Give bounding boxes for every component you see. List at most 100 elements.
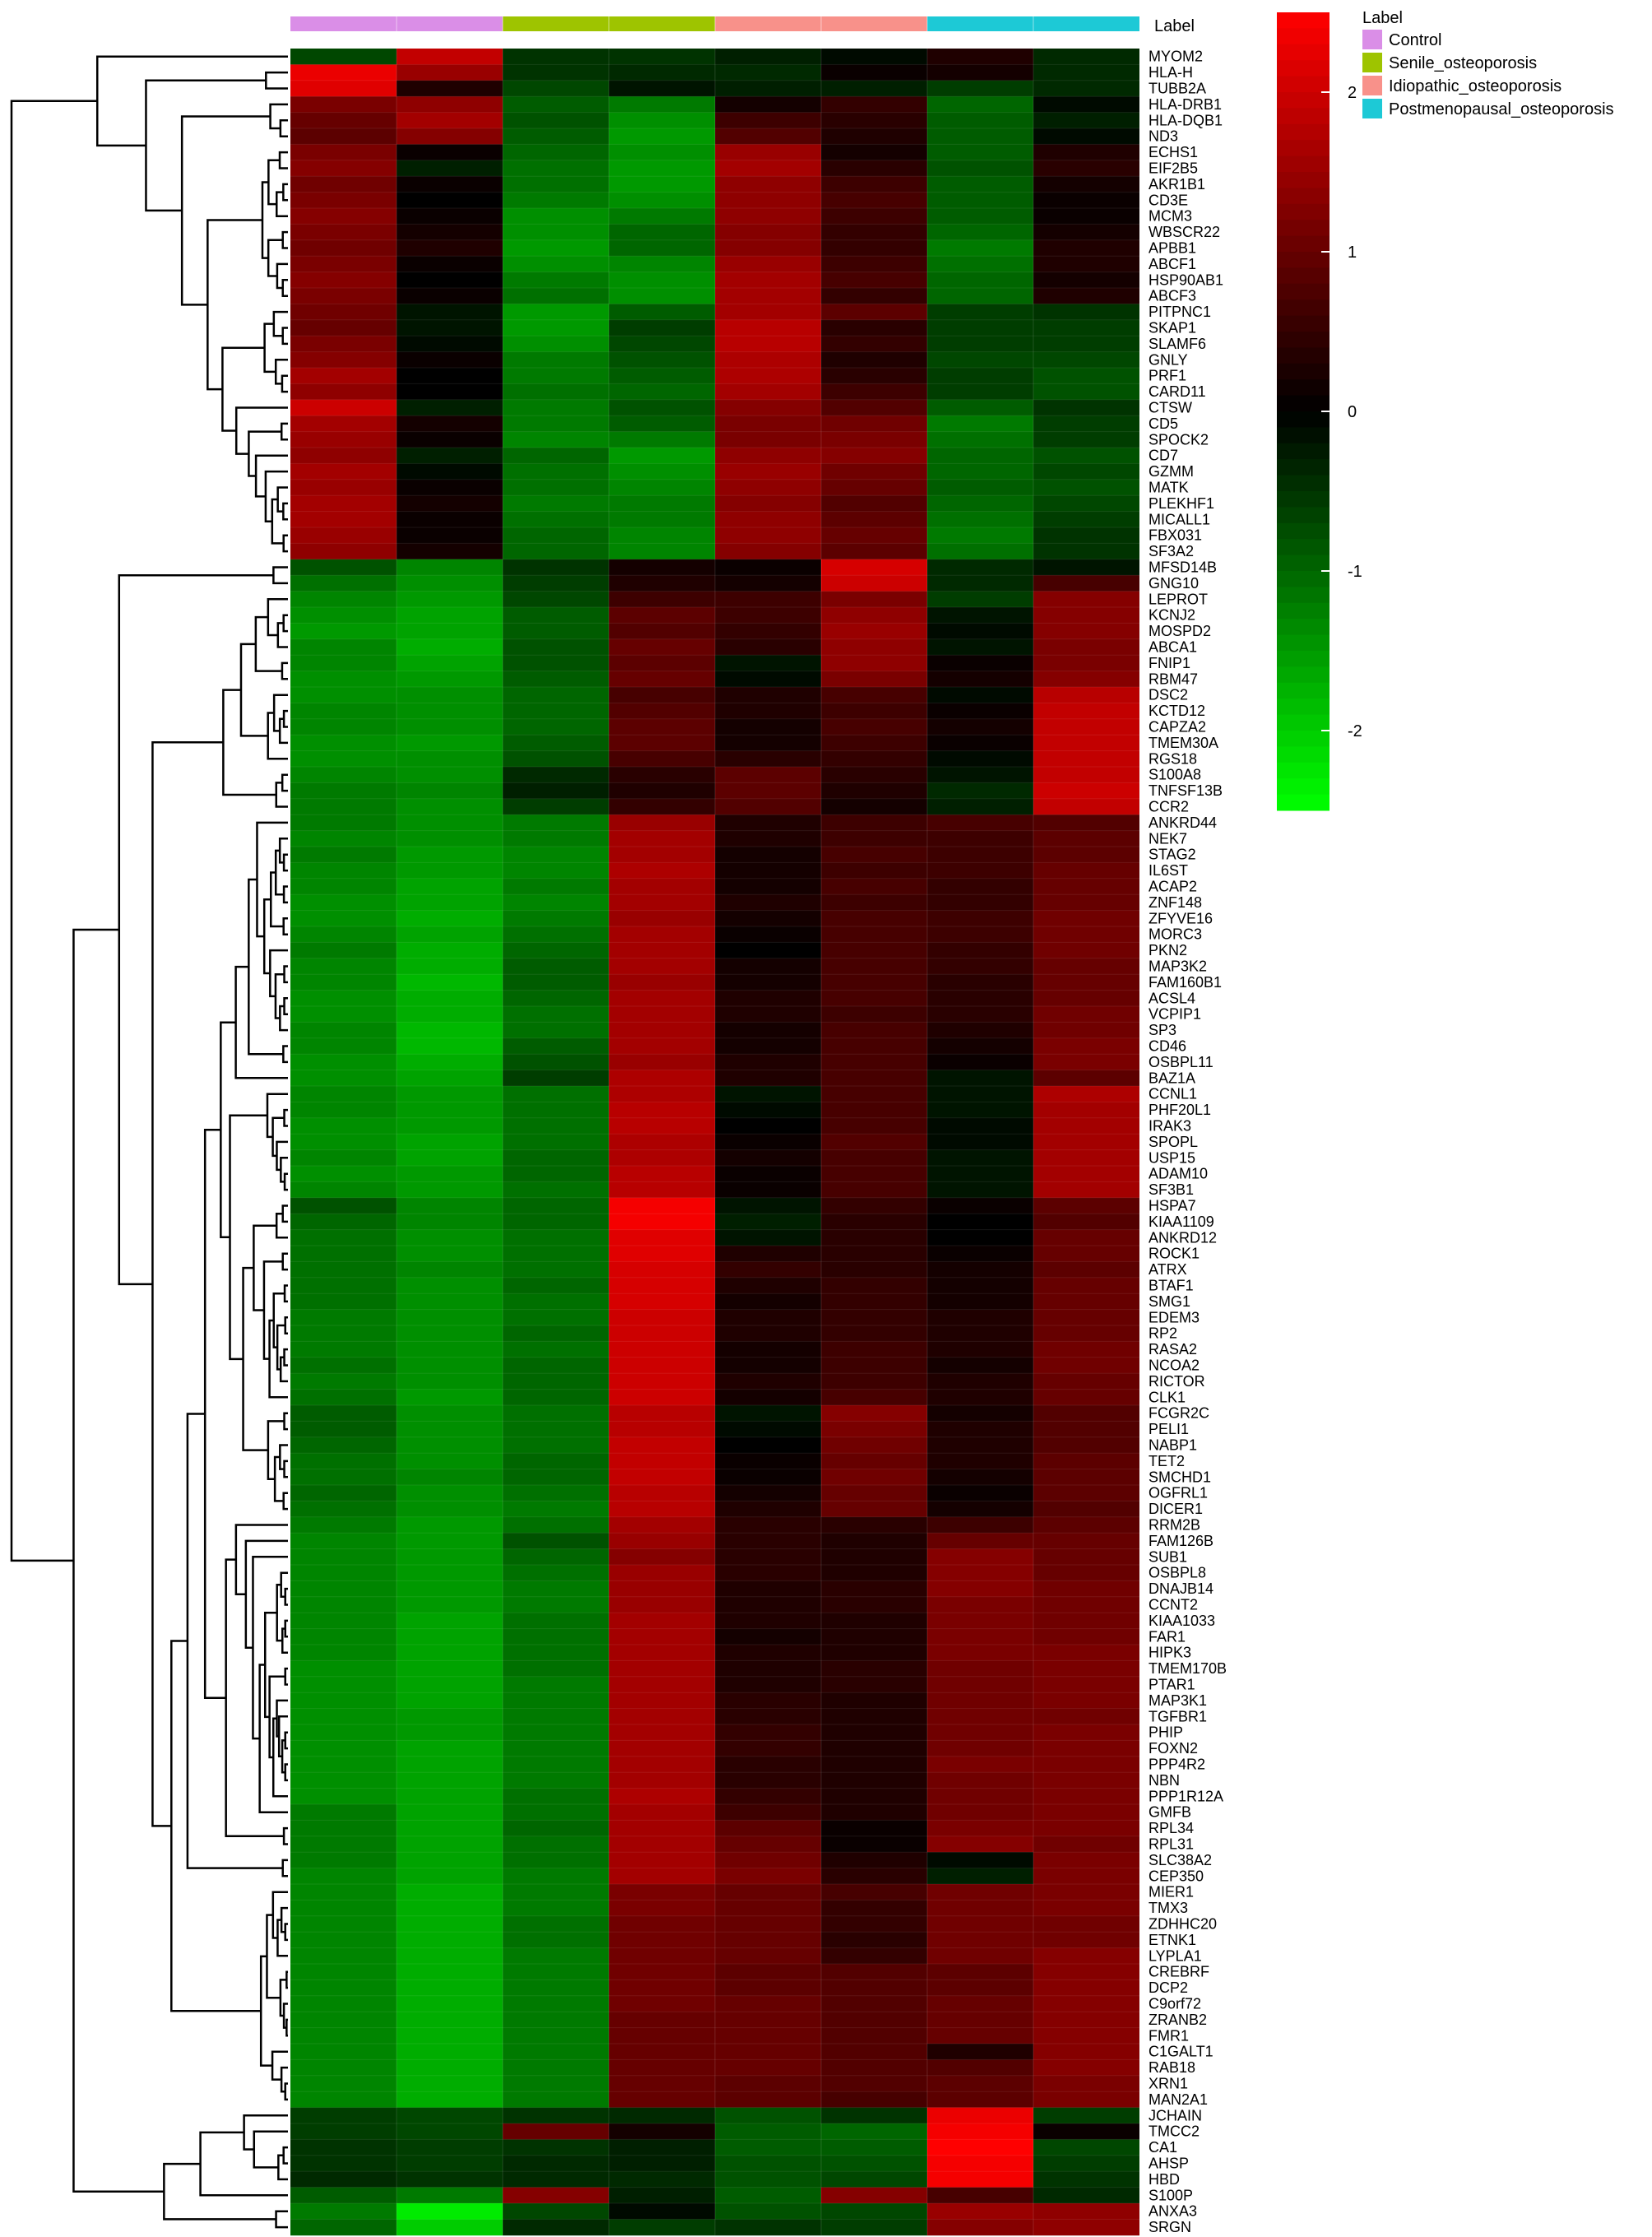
dendrogram-branch [283, 1348, 288, 1367]
heatmap-cell [609, 974, 715, 991]
dendrogram-branch [282, 614, 288, 633]
heatmap-cell [503, 1724, 609, 1741]
heatmap-cell [1033, 2059, 1139, 2077]
heatmap-cell [503, 910, 609, 927]
heatmap-cell [503, 1134, 609, 1150]
heatmap-cell [715, 735, 821, 751]
heatmap-cell [1033, 336, 1139, 352]
heatmap-cell [821, 1692, 927, 1709]
heatmap-cell [1033, 1166, 1139, 1182]
heatmap-cell [609, 1117, 715, 1135]
heatmap-cell [397, 703, 503, 720]
heatmap-cell [290, 575, 397, 592]
heatmap-cell [503, 1533, 609, 1549]
color-scale-step [1277, 379, 1329, 397]
heatmap-cell [1033, 543, 1139, 560]
heatmap-cell [821, 1548, 927, 1566]
heatmap-cell [609, 272, 715, 289]
color-scale-step [1277, 28, 1329, 45]
color-scale-step [1277, 634, 1329, 652]
heatmap-cell [609, 878, 715, 895]
heatmap-cell [290, 1964, 397, 1980]
row-label: PHIP [1149, 1724, 1183, 1741]
heatmap-cell [821, 96, 927, 113]
heatmap-cell [503, 1979, 609, 1997]
heatmap-cell [290, 1214, 397, 1230]
heatmap-cell [609, 1788, 715, 1805]
heatmap-cell [821, 1246, 927, 1262]
dendrogram-branch [265, 71, 288, 90]
heatmap-cell [609, 1868, 715, 1885]
dendrogram-branch [281, 1252, 288, 1271]
heatmap-cell [503, 591, 609, 608]
heatmap-cell [503, 80, 609, 97]
heatmap-cell [927, 798, 1033, 815]
heatmap-cell [715, 527, 821, 544]
heatmap-cell [290, 894, 397, 911]
heatmap-cell [397, 1676, 503, 1693]
heatmap-cell [715, 144, 821, 161]
heatmap-cell [290, 463, 397, 480]
heatmap-cell [715, 383, 821, 401]
dendrogram-branch [268, 1319, 288, 1399]
heatmap-cell [290, 2027, 397, 2044]
heatmap-cell [715, 239, 821, 257]
heatmap-cell [397, 782, 503, 800]
heatmap-cell [927, 1469, 1033, 1486]
heatmap-cell [821, 2171, 927, 2188]
row-label: ZDHHC20 [1149, 1916, 1217, 1933]
heatmap-cell [397, 399, 503, 416]
heatmap-cell [927, 368, 1033, 384]
heatmap-cell [503, 815, 609, 831]
row-label: GNLY [1149, 351, 1188, 368]
heatmap-cell [1033, 1548, 1139, 1566]
heatmap-cell [927, 543, 1033, 560]
heatmap-cell [821, 782, 927, 800]
heatmap-cell [609, 767, 715, 783]
heatmap-cell [927, 1820, 1033, 1837]
heatmap-cell [397, 750, 503, 768]
heatmap-cell [609, 1293, 715, 1310]
heatmap-cell [821, 1884, 927, 1901]
heatmap-cell [397, 1533, 503, 1549]
heatmap-cell [609, 224, 715, 241]
row-label: TMCC2 [1149, 2123, 1200, 2140]
heatmap-cell [715, 495, 821, 512]
row-label: DSC2 [1149, 687, 1188, 703]
heatmap-cell [927, 479, 1033, 496]
heatmap-cell [1033, 750, 1139, 768]
heatmap-cell [821, 2012, 927, 2028]
heatmap-cell [715, 1054, 821, 1070]
color-scale-step [1277, 347, 1329, 364]
heatmap-cell [1033, 208, 1139, 225]
heatmap-cell [503, 543, 609, 560]
heatmap-cell [503, 1708, 609, 1725]
heatmap-cell [715, 1102, 821, 1119]
heatmap-cell [1033, 830, 1139, 847]
heatmap-cell [503, 2075, 609, 2092]
heatmap-cell [609, 1565, 715, 1581]
heatmap-cell [715, 1772, 821, 1789]
heatmap-cell [1033, 2012, 1139, 2028]
heatmap-cell [609, 2123, 715, 2140]
row-label: DICER1 [1149, 1501, 1203, 1517]
heatmap-cell [290, 49, 397, 65]
heatmap-cell [927, 894, 1033, 911]
heatmap-cell [821, 926, 927, 943]
heatmap-cell [609, 1453, 715, 1469]
heatmap-cell [397, 1453, 503, 1469]
heatmap-cell [1033, 1197, 1139, 1214]
heatmap-cell [1033, 878, 1139, 895]
heatmap-cell [821, 591, 927, 608]
heatmap-cell [609, 1181, 715, 1199]
color-scale-step [1277, 443, 1329, 460]
heatmap-cell [397, 1964, 503, 1980]
heatmap-cell [927, 80, 1033, 97]
heatmap-cell [397, 1421, 503, 1438]
heatmap-cell [397, 1788, 503, 1805]
heatmap-cell [503, 1613, 609, 1629]
heatmap-cell [927, 1708, 1033, 1725]
heatmap-cell [290, 878, 397, 895]
heatmap-cell [715, 1740, 821, 1757]
heatmap-cell [927, 351, 1033, 369]
